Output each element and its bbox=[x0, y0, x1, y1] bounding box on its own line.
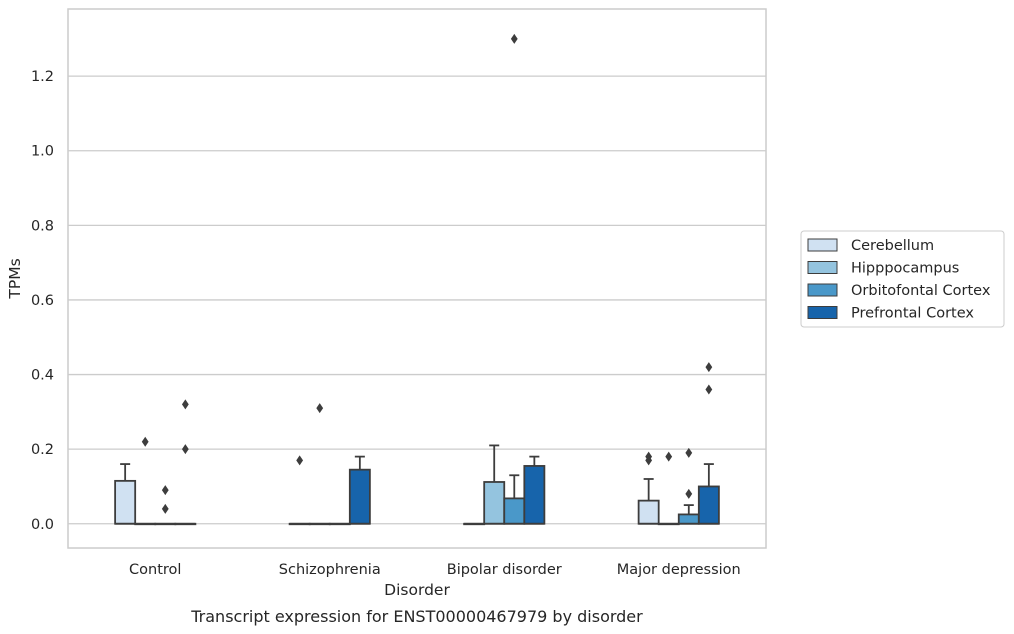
legend: Cerebellum Hipppocampus Orbitofontal Corte… bbox=[800, 230, 1005, 328]
plot-marks bbox=[114, 33, 720, 526]
box bbox=[677, 513, 700, 525]
outlier-point bbox=[685, 447, 693, 458]
grid-lines bbox=[68, 75, 766, 525]
x-axis-label: Disorder bbox=[384, 581, 450, 599]
legend-label: Prefrontal Cortex bbox=[851, 306, 974, 322]
y-tick-labels: 0.0 0.2 0.4 0.6 0.8 1.0 1.2 bbox=[31, 69, 54, 533]
legend-label: Cerebellum bbox=[851, 238, 934, 254]
x-tick-label: Schizophrenia bbox=[279, 562, 381, 578]
y-axis-label: TPMs bbox=[6, 258, 24, 299]
y-tick-label: 1.2 bbox=[31, 69, 54, 85]
y-tick-label: 0.0 bbox=[31, 517, 54, 533]
outlier-point bbox=[645, 451, 653, 462]
outlier-point bbox=[685, 488, 693, 499]
y-tick-label: 0.4 bbox=[31, 368, 54, 384]
outlier-point bbox=[705, 362, 713, 373]
x-tick-label: Control bbox=[129, 562, 181, 578]
legend-swatch bbox=[807, 238, 838, 252]
y-tick-label: 1.0 bbox=[31, 144, 54, 160]
outlier-point bbox=[141, 436, 149, 447]
outlier-point bbox=[161, 503, 169, 514]
box bbox=[503, 497, 526, 525]
outlier-point bbox=[316, 403, 324, 414]
outlier-point bbox=[510, 33, 518, 44]
box bbox=[348, 468, 371, 525]
legend-label: Orbitofontal Cortex bbox=[851, 283, 991, 299]
outlier-point bbox=[705, 384, 713, 395]
box bbox=[697, 485, 720, 525]
legend-swatch bbox=[807, 261, 838, 274]
y-tick-label: 0.8 bbox=[31, 218, 54, 234]
outlier-point bbox=[181, 399, 189, 410]
plot-frame bbox=[67, 8, 767, 549]
x-tick-label: Bipolar disorder bbox=[447, 562, 562, 578]
x-tick-labels: Control Schizophrenia Bipolar disorder Majo… bbox=[129, 562, 741, 578]
box bbox=[637, 499, 660, 525]
chart-caption: Transcript expression for ENST0000046797… bbox=[190, 607, 643, 626]
outlier-point bbox=[161, 485, 169, 496]
box bbox=[483, 481, 506, 525]
x-tick-label: Major depression bbox=[617, 562, 741, 578]
legend-swatch bbox=[807, 306, 838, 319]
box bbox=[114, 479, 137, 525]
outlier-point bbox=[181, 444, 189, 455]
outlier-point bbox=[665, 451, 673, 462]
legend-frame bbox=[800, 230, 1005, 328]
legend-label: Hipppocampus bbox=[851, 261, 959, 277]
y-tick-label: 0.2 bbox=[31, 442, 54, 458]
outlier-point bbox=[296, 455, 304, 466]
box bbox=[523, 465, 546, 525]
legend-swatch bbox=[807, 283, 838, 297]
y-tick-label: 0.6 bbox=[31, 293, 54, 309]
